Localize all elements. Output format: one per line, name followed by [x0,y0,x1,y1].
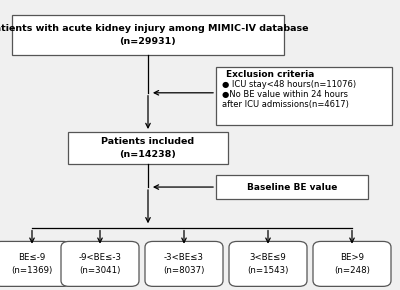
Text: Baseline BE value: Baseline BE value [247,182,337,192]
Text: -3<BE≤3
(n=8037): -3<BE≤3 (n=8037) [163,253,205,275]
Text: ●No BE value within 24 hours: ●No BE value within 24 hours [222,90,348,99]
Text: BE≤-9
(n=1369): BE≤-9 (n=1369) [11,253,53,275]
Text: ● ICU stay<48 hours(n=11076): ● ICU stay<48 hours(n=11076) [222,80,356,89]
FancyBboxPatch shape [313,241,391,287]
FancyBboxPatch shape [61,241,139,287]
Text: 3<BE≤9
(n=1543): 3<BE≤9 (n=1543) [247,253,289,275]
FancyBboxPatch shape [216,175,368,200]
FancyBboxPatch shape [68,132,228,164]
FancyBboxPatch shape [0,241,71,287]
FancyBboxPatch shape [216,67,392,125]
FancyBboxPatch shape [12,14,284,55]
Text: Patients included
(n=14238): Patients included (n=14238) [102,137,194,159]
Text: after ICU admissions(n=4617): after ICU admissions(n=4617) [222,100,349,109]
FancyBboxPatch shape [229,241,307,287]
FancyBboxPatch shape [145,241,223,287]
Text: Patients with acute kidney injury among MIMIC-IV database
(n=29931): Patients with acute kidney injury among … [0,24,308,46]
Text: -9<BE≤-3
(n=3041): -9<BE≤-3 (n=3041) [78,253,122,275]
Text: Exclusion criteria: Exclusion criteria [226,70,314,79]
Text: BE>9
(n=248): BE>9 (n=248) [334,253,370,275]
